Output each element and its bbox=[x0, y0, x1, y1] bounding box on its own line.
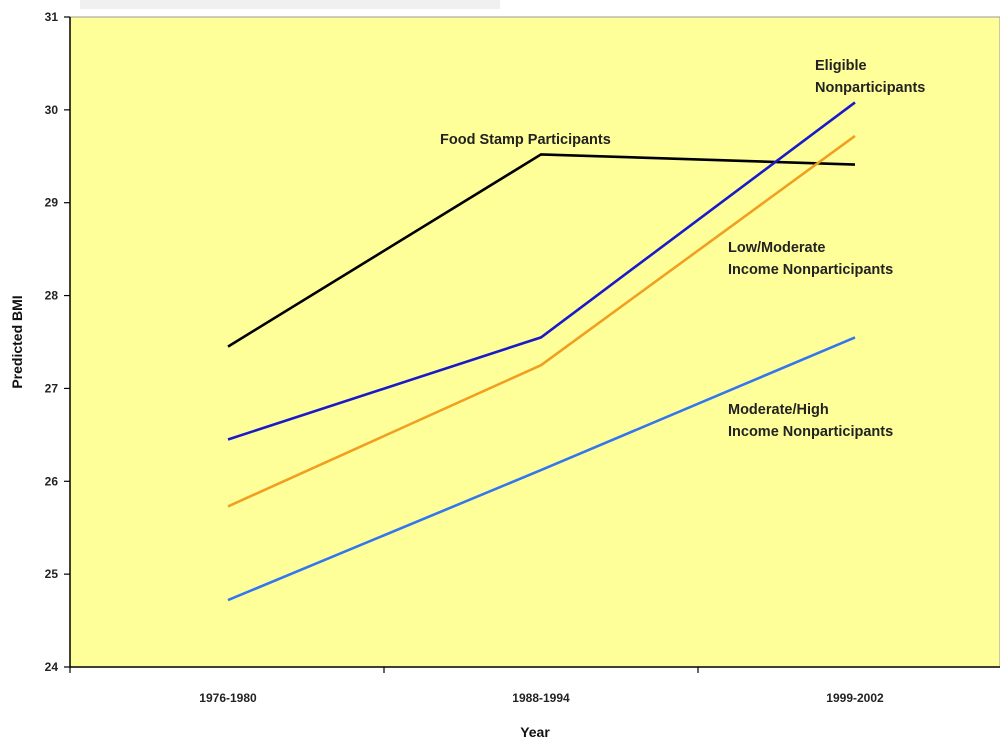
x-tick-label: 1988-1994 bbox=[512, 691, 570, 705]
series-line-1 bbox=[227, 101, 856, 441]
series-label-1: Eligible Nonparticipants bbox=[815, 58, 925, 96]
y-axis-ticks: 24 25 26 27 28 29 30 31 bbox=[45, 10, 70, 674]
series-line-3 bbox=[227, 336, 856, 602]
y-tick-label: 28 bbox=[45, 289, 59, 303]
x-tick-label: 1976-1980 bbox=[199, 691, 257, 705]
y-tick-label: 27 bbox=[45, 381, 59, 395]
y-axis-title: Predicted BMI bbox=[9, 295, 25, 388]
y-tick-label: 26 bbox=[45, 474, 59, 488]
series-line-0 bbox=[227, 153, 856, 348]
y-tick-label: 25 bbox=[45, 567, 59, 581]
x-tick-label: 1999-2002 bbox=[826, 691, 884, 705]
cropped-top-text bbox=[80, 0, 500, 9]
series-label-0: Food Stamp Participants bbox=[440, 132, 611, 148]
x-axis-title: Year bbox=[520, 724, 550, 740]
y-tick-label: 29 bbox=[45, 196, 59, 210]
series-lines bbox=[227, 101, 856, 602]
series-label-3: Moderate/High Income Nonparticipants bbox=[728, 402, 893, 440]
x-axis-ticks: 1976-1980 1988-1994 1999-2002 bbox=[69, 667, 884, 705]
y-tick-label: 31 bbox=[45, 10, 59, 24]
series-labels: Food Stamp Participants Eligible Nonpartic… bbox=[440, 58, 925, 440]
series-line-2 bbox=[227, 134, 856, 508]
y-tick-label: 24 bbox=[45, 660, 59, 674]
plot-area bbox=[69, 16, 1000, 668]
y-tick-label: 30 bbox=[45, 103, 59, 117]
series-label-2: Low/Moderate Income Nonparticipants bbox=[728, 240, 893, 278]
